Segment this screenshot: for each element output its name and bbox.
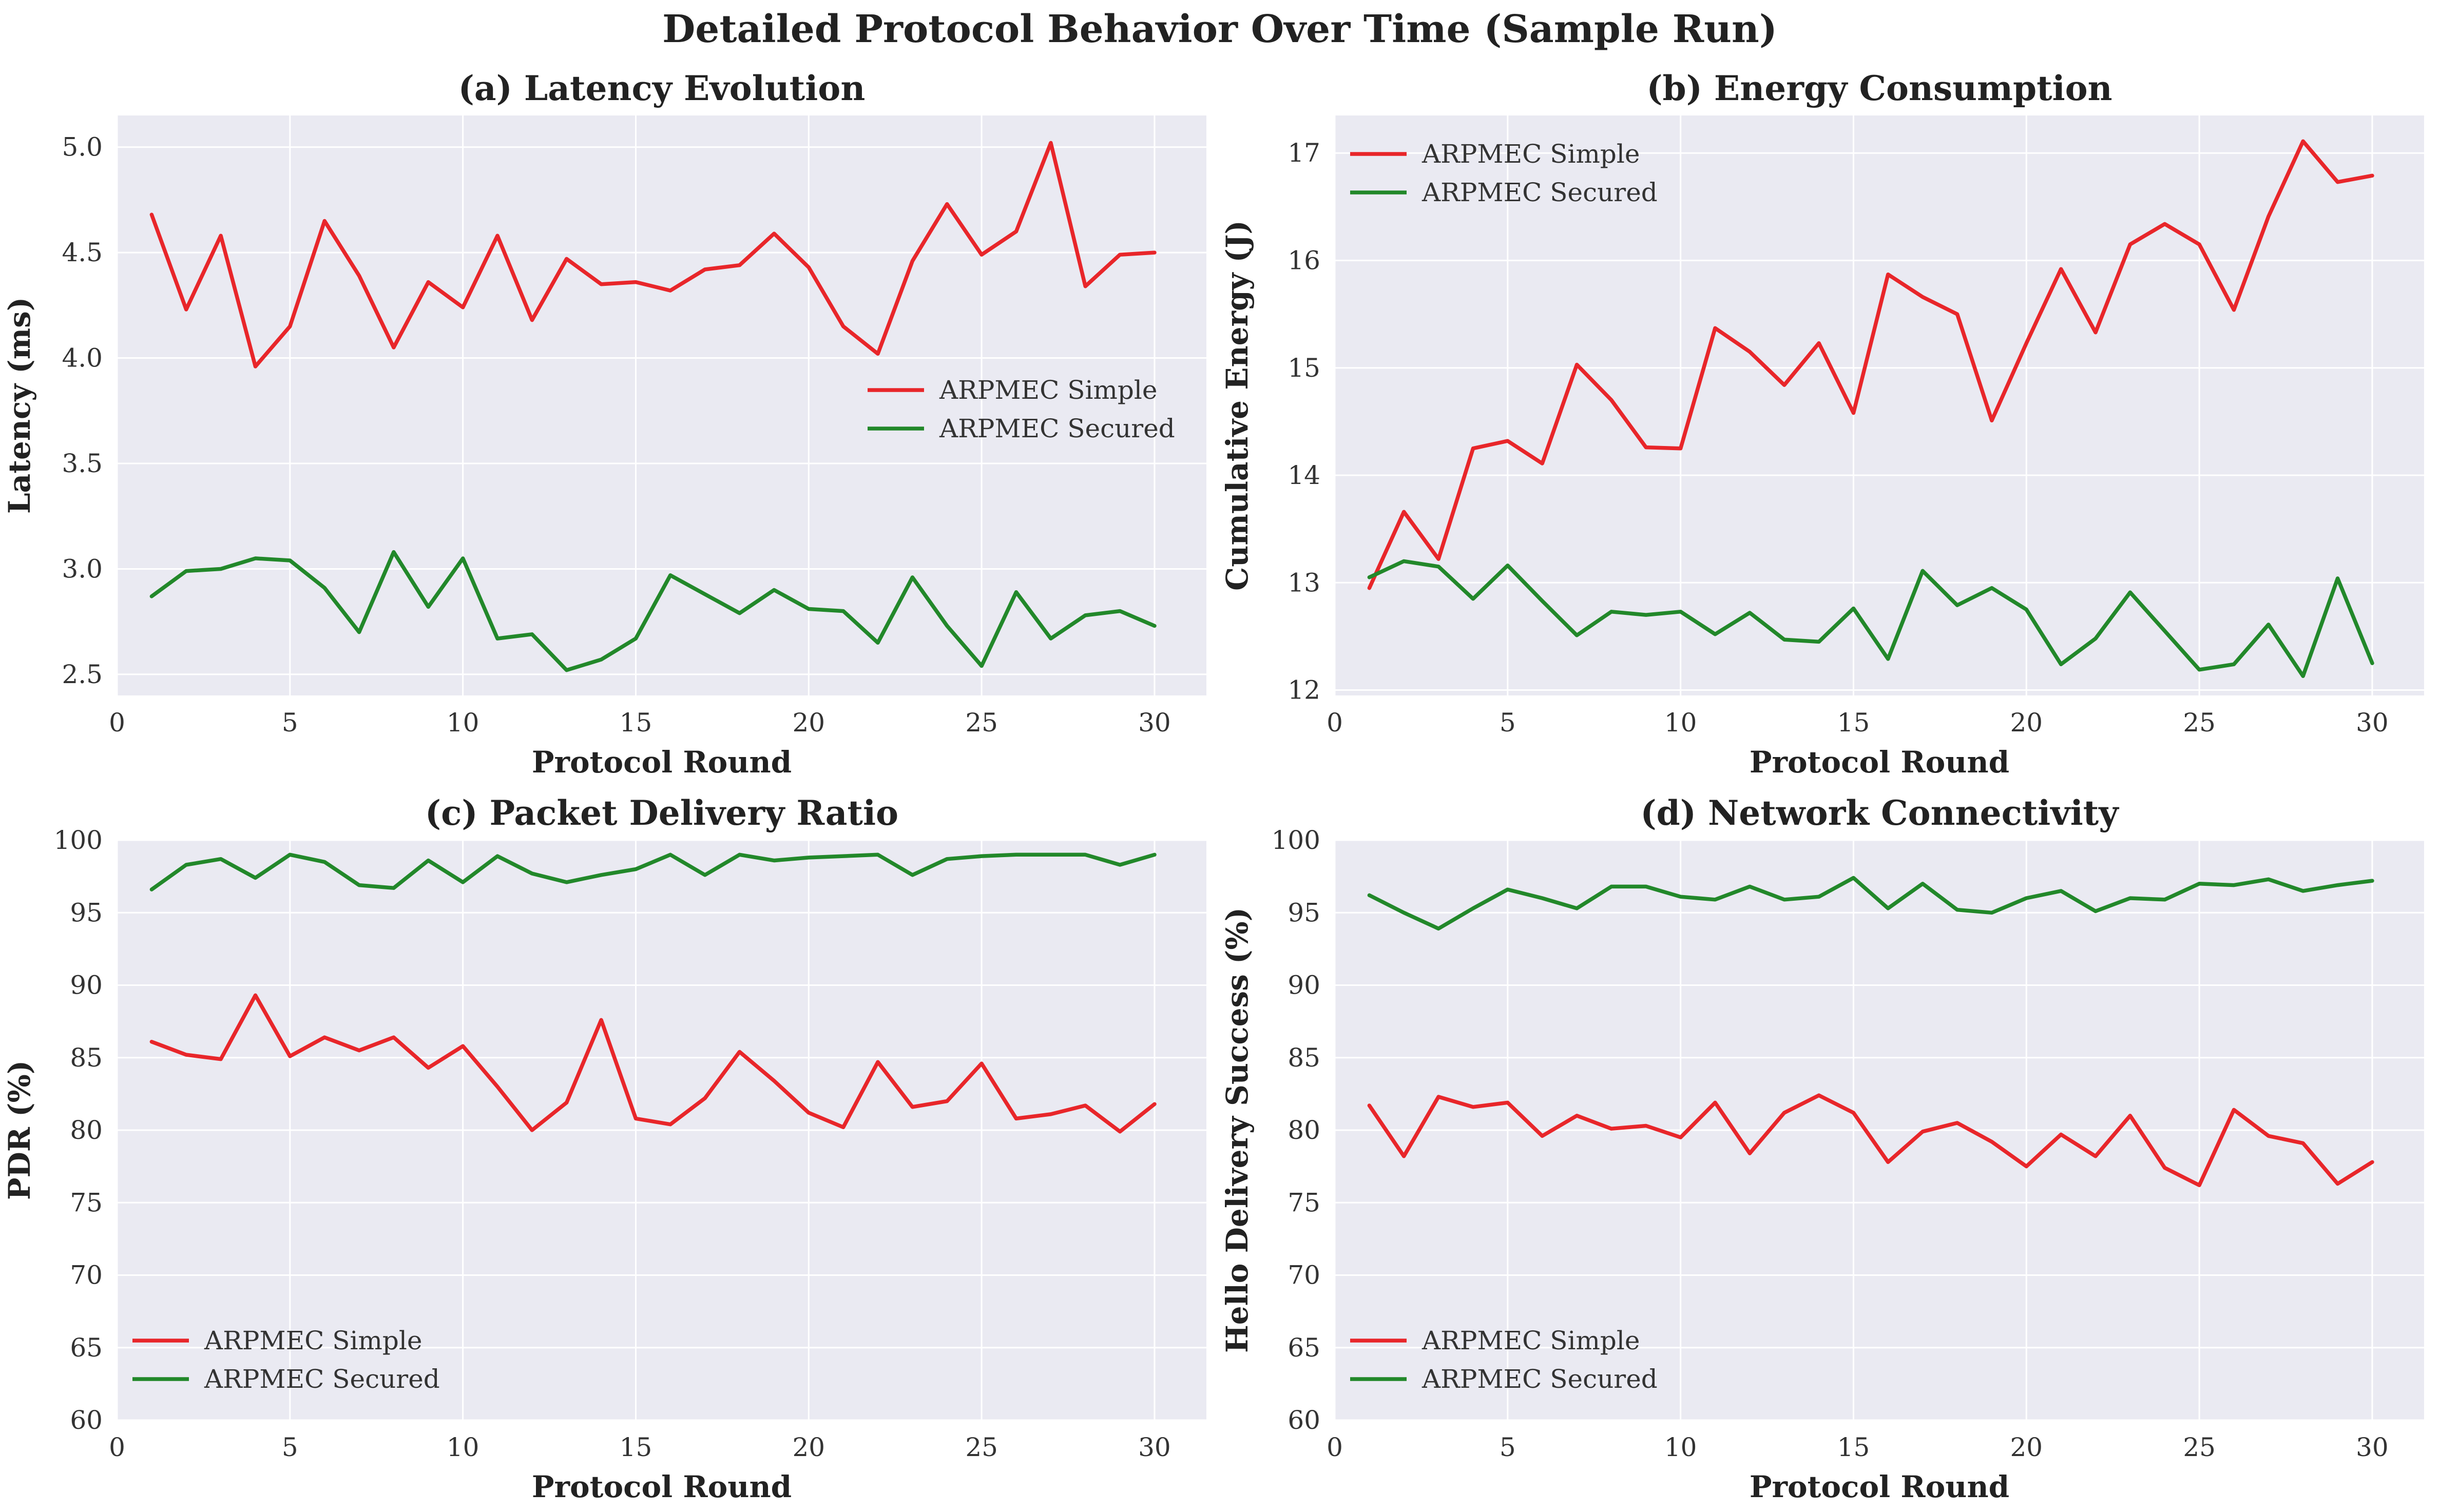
- y-tick-label: 100: [1272, 825, 1320, 855]
- legend-label: ARPMEC Secured: [939, 414, 1175, 443]
- x-tick-label: 30: [2356, 1432, 2389, 1462]
- panels: 0 5 10 15 20 25 30 2.5 3.0 3.5 4.0 4.5 5.0 (a) Latenc…: [2, 68, 2424, 1504]
- x-tick-label: 30: [2356, 708, 2389, 738]
- x-tick-label: 0: [109, 708, 125, 738]
- legend-label: ARPMEC Simple: [1421, 1326, 1640, 1355]
- y-axis-label: PDR (%): [2, 1060, 37, 1200]
- series-line-arpmec-simple: [149, 993, 1157, 1134]
- chart-panel-2: 0 5 10 15 20 25 30 12 13 14 15 16 17 (b) Energy Consu…: [1220, 68, 2424, 780]
- x-tick-label: 5: [1500, 708, 1516, 738]
- y-tick-label: 70: [1288, 1261, 1320, 1290]
- x-tick-label: 5: [282, 708, 298, 738]
- y-tick-label: 90: [70, 971, 103, 1000]
- panel-title: (d) Network Connectivity: [1640, 793, 2119, 833]
- x-tick-label: 15: [620, 708, 652, 738]
- legend-label: ARPMEC Simple: [1421, 139, 1640, 169]
- y-tick-label: 65: [70, 1333, 103, 1363]
- panel-title: (b) Energy Consumption: [1646, 68, 2112, 108]
- y-axis-label: Latency (ms): [2, 297, 37, 514]
- x-tick-label: 25: [965, 1432, 998, 1462]
- series-line-arpmec-simple: [149, 141, 1157, 369]
- y-axis-label: Cumulative Energy (J): [1220, 220, 1255, 591]
- x-tick-label: 30: [1138, 1432, 1171, 1462]
- series-line-arpmec-simple: [1367, 1093, 2374, 1188]
- x-tick-label: 0: [1327, 1432, 1343, 1462]
- x-axis-label: Protocol Round: [1750, 745, 2009, 780]
- figure-title: Detailed Protocol Behavior Over Time (Sa…: [662, 7, 1777, 51]
- legend: ARPMEC Simple ARPMEC Secured: [1350, 139, 1658, 207]
- x-tick-label: 15: [620, 1432, 652, 1462]
- y-tick-label: 2.5: [62, 660, 103, 689]
- legend-label: ARPMEC Simple: [204, 1326, 422, 1355]
- x-tick-label: 10: [447, 1432, 479, 1462]
- y-tick-label: 60: [1288, 1405, 1320, 1435]
- legend-label: ARPMEC Simple: [939, 375, 1158, 405]
- y-tick-label: 85: [1288, 1043, 1320, 1073]
- y-tick-label: 3.5: [62, 449, 103, 478]
- x-tick-label: 15: [1837, 708, 1870, 738]
- y-tick-label: 17: [1288, 138, 1320, 168]
- y-tick-label: 13: [1288, 568, 1320, 597]
- series-line-arpmec-secured: [149, 852, 1157, 891]
- y-tick-label: 16: [1288, 246, 1320, 276]
- y-tick-label: 80: [70, 1115, 103, 1145]
- y-tick-label: 4.0: [62, 343, 103, 373]
- y-tick-label: 95: [70, 898, 103, 927]
- plot-area: [117, 115, 1206, 695]
- x-tick-label: 20: [2010, 708, 2043, 738]
- y-tick-label: 80: [1288, 1115, 1320, 1145]
- chart-panel-3: 0 5 10 15 20 25 30 60 65 70 75 80 85 90 95 100 (c) Packe…: [2, 793, 1206, 1504]
- x-tick-label: 10: [447, 708, 479, 738]
- x-tick-label: 0: [109, 1432, 125, 1462]
- x-tick-label: 5: [1500, 1432, 1516, 1462]
- x-tick-label: 25: [2183, 1432, 2216, 1462]
- y-tick-label: 75: [1288, 1188, 1320, 1217]
- legend-label: ARPMEC Secured: [1421, 178, 1658, 207]
- series-line-arpmec-secured: [149, 550, 1157, 672]
- x-tick-label: 15: [1837, 1432, 1870, 1462]
- y-tick-label: 15: [1288, 353, 1320, 383]
- legend-label: ARPMEC Secured: [1421, 1364, 1658, 1394]
- x-axis-label: Protocol Round: [532, 745, 792, 780]
- x-tick-label: 25: [965, 708, 998, 738]
- y-tick-label: 100: [54, 825, 103, 855]
- x-tick-label: 5: [282, 1432, 298, 1462]
- legend: ARPMEC Simple ARPMEC Secured: [1350, 1326, 1658, 1394]
- x-tick-label: 10: [1664, 1432, 1697, 1462]
- x-tick-label: 0: [1327, 708, 1343, 738]
- x-axis-label: Protocol Round: [1750, 1469, 2009, 1504]
- x-axis-label: Protocol Round: [532, 1469, 792, 1504]
- y-tick-label: 14: [1288, 460, 1320, 490]
- series-line-arpmec-simple: [1367, 139, 2374, 590]
- y-tick-label: 60: [70, 1405, 103, 1435]
- x-tick-label: 20: [792, 708, 825, 738]
- panel-title: (c) Packet Delivery Ratio: [425, 793, 898, 833]
- legend: ARPMEC Simple ARPMEC Secured: [132, 1326, 440, 1394]
- series-line-arpmec-secured: [1367, 559, 2374, 679]
- y-tick-label: 95: [1288, 898, 1320, 927]
- y-tick-label: 70: [70, 1261, 103, 1290]
- chart-panel-1: 0 5 10 15 20 25 30 2.5 3.0 3.5 4.0 4.5 5.0 (a) Latenc…: [2, 68, 1206, 780]
- plot-area: [1335, 115, 2424, 695]
- series-line-arpmec-secured: [1367, 876, 2374, 931]
- y-tick-label: 5.0: [62, 132, 103, 162]
- x-tick-label: 30: [1138, 708, 1171, 738]
- legend: ARPMEC Simple ARPMEC Secured: [868, 375, 1175, 443]
- x-tick-label: 25: [2183, 708, 2216, 738]
- y-tick-label: 3.0: [62, 554, 103, 584]
- y-tick-label: 75: [70, 1188, 103, 1217]
- panel-title: (a) Latency Evolution: [458, 68, 866, 108]
- x-tick-label: 20: [2010, 1432, 2043, 1462]
- y-tick-label: 12: [1288, 675, 1320, 705]
- x-tick-label: 10: [1664, 708, 1697, 738]
- y-tick-label: 85: [70, 1043, 103, 1073]
- y-tick-label: 4.5: [62, 238, 103, 267]
- y-axis-label: Hello Delivery Success (%): [1220, 907, 1255, 1353]
- x-tick-label: 20: [792, 1432, 825, 1462]
- y-tick-label: 65: [1288, 1333, 1320, 1363]
- chart-panel-4: 0 5 10 15 20 25 30 60 65 70 75 80 85 90 95 100 (d) Netwo…: [1220, 793, 2424, 1504]
- legend-label: ARPMEC Secured: [204, 1364, 440, 1394]
- y-tick-label: 90: [1288, 971, 1320, 1000]
